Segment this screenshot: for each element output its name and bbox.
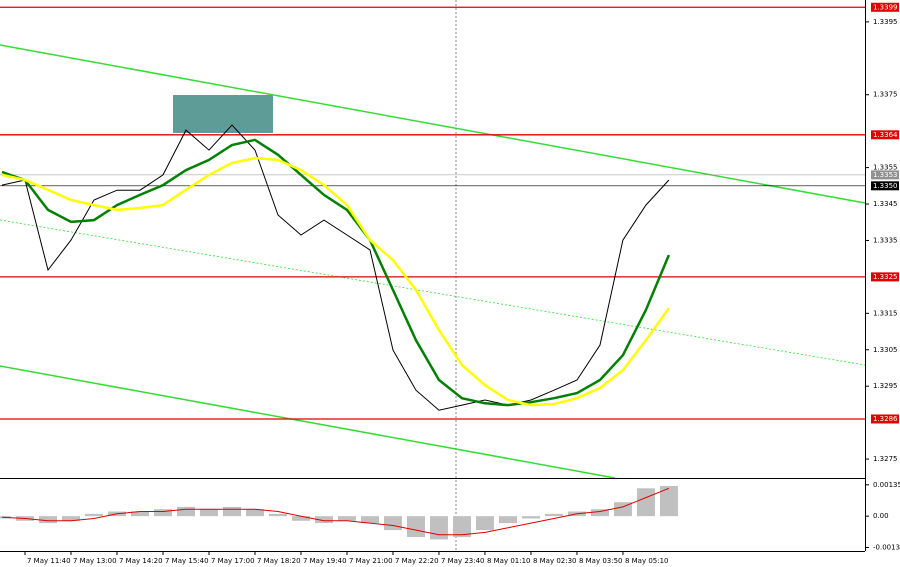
bar [360,516,379,524]
trend-line [0,44,866,204]
bar [383,516,402,531]
level-label-box [871,170,899,180]
x-tick-label: 7 May 13:00 [73,557,117,565]
level-label: 1.3399 [873,3,898,11]
y-tick-label: 1.3355 [873,164,898,172]
bar [452,516,471,538]
bar [659,485,678,517]
trend-line [0,365,616,479]
y-tick-label: 1.3305 [873,346,898,354]
x-tick-label: 7 May 17:00 [211,557,255,565]
x-tick-label: 7 May 18:20 [257,557,301,565]
y-tick-label: -0.00135 [873,544,900,552]
bar [153,509,172,517]
x-tick-label: 8 May 03:50 [579,557,623,565]
y-tick-label: 1.3295 [873,382,898,390]
bar [544,513,563,517]
x-tick-label: 7 May 11:40 [27,557,71,565]
y-tick-label: 1.3345 [873,200,898,208]
level-label-box [871,130,899,140]
x-tick-label: 8 May 02:30 [533,557,577,565]
series-line [1,156,670,407]
bar [314,516,333,524]
x-tick-label: 7 May 22:20 [395,557,439,565]
level-label: 1.3286 [873,415,898,423]
series-line [1,487,670,536]
level-label: 1.3364 [873,131,898,139]
bar [521,516,540,519]
x-tick-label: 8 May 01:10 [487,557,531,565]
bar [199,509,218,517]
y-tick-label: 1.3315 [873,309,898,317]
level-label-box [871,414,899,424]
bar [291,516,310,521]
x-tick-label: 7 May 23:40 [441,557,485,565]
level-label-box [871,2,899,12]
bar [613,502,632,517]
bar [590,509,609,517]
x-tick-label: 7 May 21:00 [349,557,393,565]
series-line [1,138,671,407]
x-tick-label: 7 May 15:40 [165,557,209,565]
y-tick-label: 1.3275 [873,455,898,463]
y-tick-label: 0.00 [873,512,889,520]
series-line [1,124,670,411]
level-label: 1.3353 [873,171,898,179]
bar [475,516,494,531]
y-tick-label: 1.3335 [873,236,898,244]
bar [85,513,104,517]
bar [337,516,356,521]
level-label: 1.3325 [873,273,898,281]
bar [268,513,287,517]
bar [636,488,655,517]
bar [245,509,264,517]
bar [429,516,448,540]
bar [406,516,425,538]
bar [498,516,517,524]
trend-line [0,219,866,366]
y-tick-label: 1.3375 [873,91,898,99]
bar [176,506,195,517]
bar [62,516,81,521]
x-tick-label: 7 May 19:40 [303,557,347,565]
bar [39,516,58,524]
y-tick-label: 0.00135 [873,481,900,489]
y-tick-label: 1.3395 [873,18,898,26]
level-label-box [871,272,899,282]
bar [130,511,149,517]
bar [222,506,241,517]
level-label-box [871,181,899,191]
x-tick-label: 7 May 14:20 [119,557,163,565]
entry-zone [173,95,273,133]
level-label: 1.3350 [873,182,898,190]
x-tick-label: 8 May 05:10 [625,557,669,565]
